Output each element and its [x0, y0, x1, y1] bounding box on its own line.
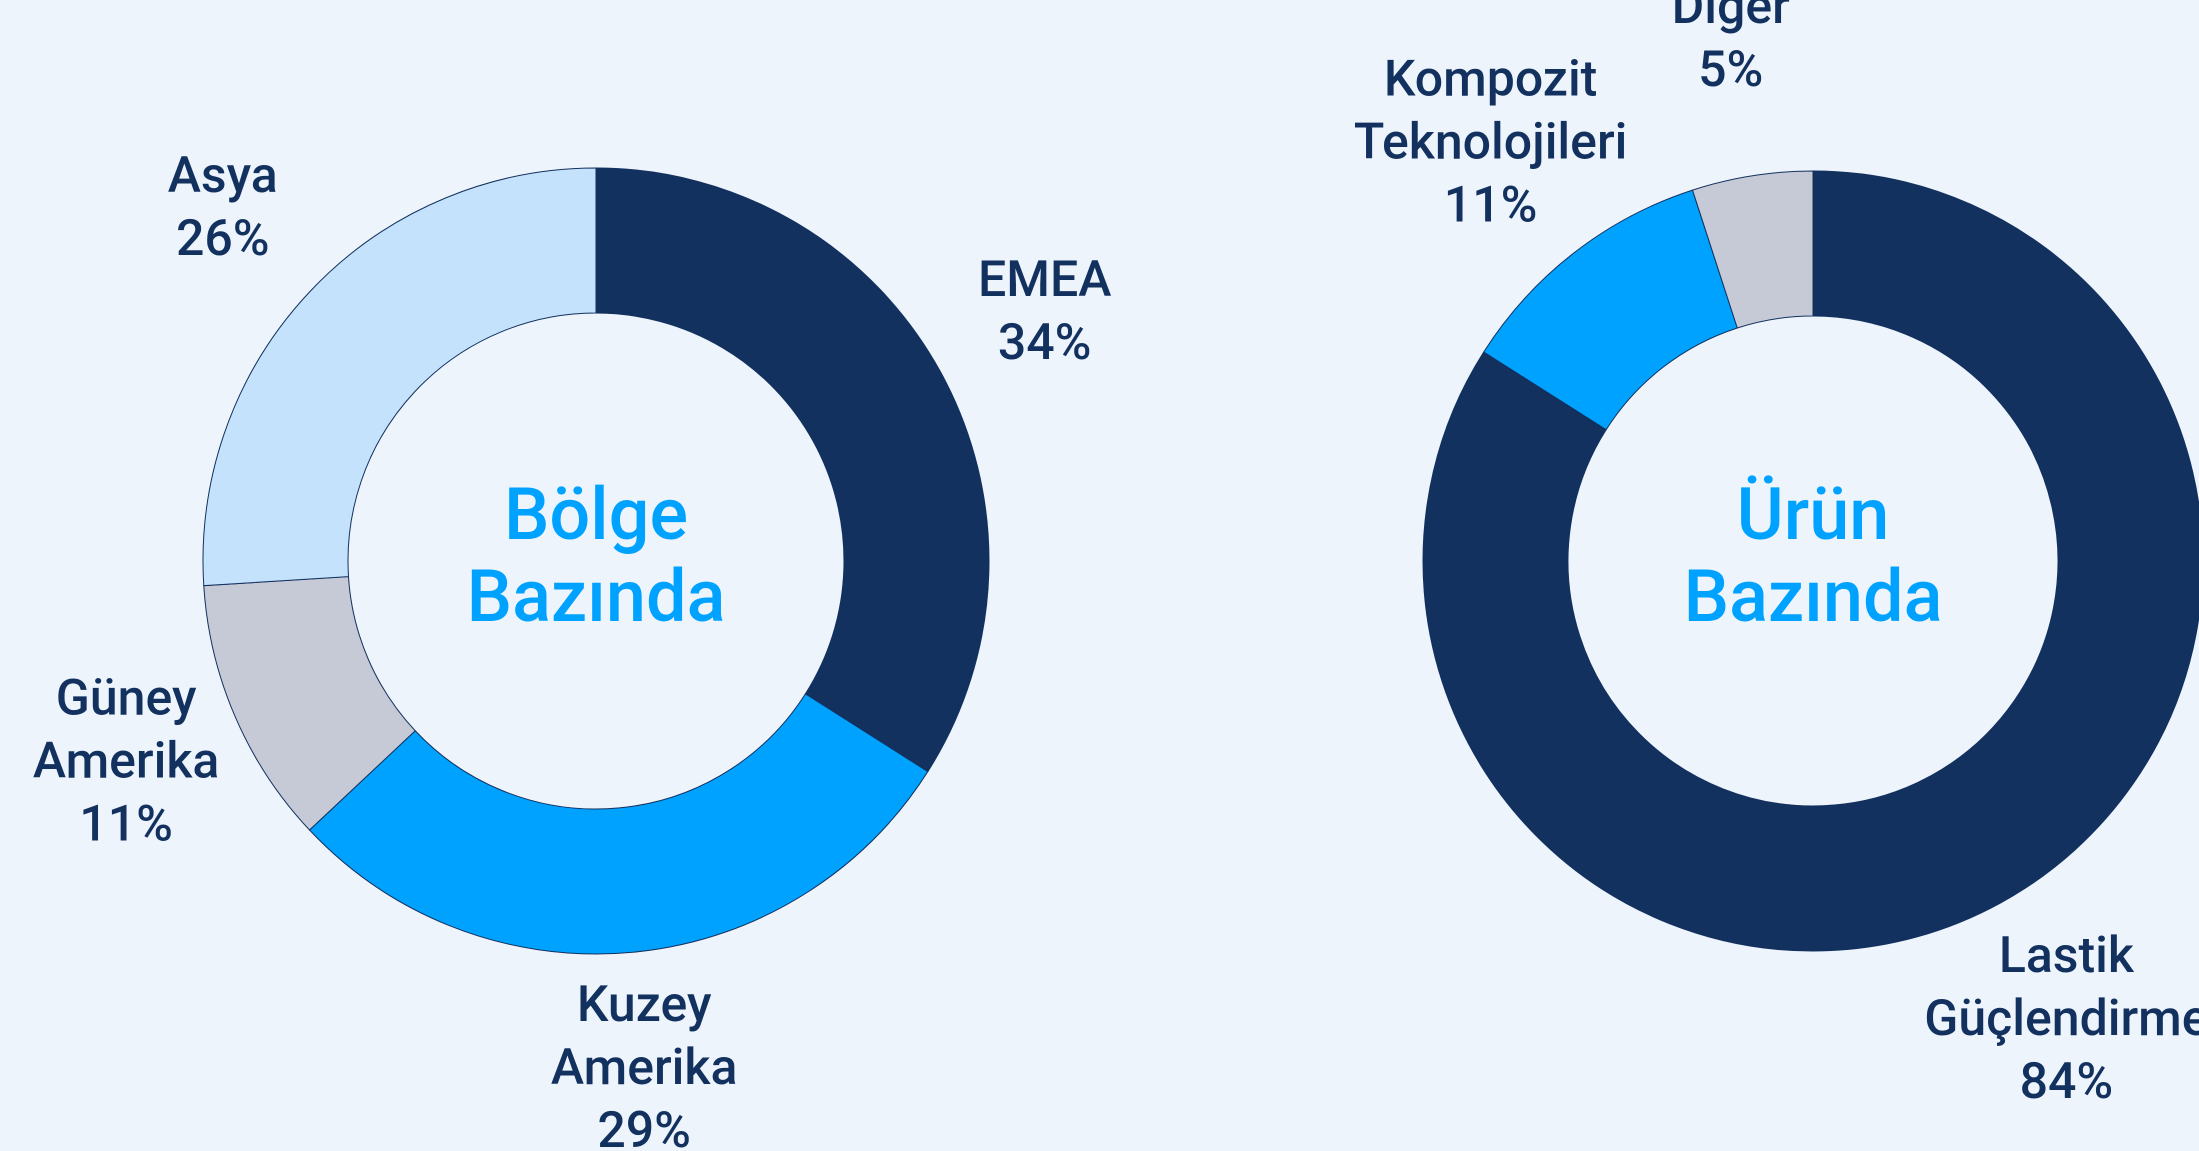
segment-label: Güney Amerika [33, 670, 220, 791]
center-label: Ürün Bazında [1684, 472, 1943, 639]
segment-label-line: Kompozit [1384, 51, 1597, 109]
donut-segment [595, 167, 990, 773]
segment-label: Lastik Güçlendirme [1924, 927, 2199, 1048]
segment-label-line: Güçlendirme [1924, 990, 2199, 1048]
value-label: 84% [2020, 1053, 2114, 1111]
value-label: 29% [597, 1102, 691, 1151]
segment-label: EMEA [978, 251, 1111, 309]
segment-label-line: Diğer [1672, 0, 1791, 36]
donut-segment [1422, 170, 2199, 952]
center-label-line: Bazında [467, 554, 726, 639]
segment-label-line: Lastik [1999, 927, 2135, 985]
value-label: 26% [176, 210, 270, 268]
donut-segment [308, 693, 929, 955]
center-label-line: Ürün [1737, 472, 1890, 557]
segment-label: Diğer [1672, 0, 1791, 36]
center-label: Bölge Bazında [467, 472, 726, 639]
value-label: 11% [1444, 177, 1538, 235]
value-label: 5% [1698, 41, 1763, 99]
segment-label: Kompozit Teknolojileri [1354, 51, 1628, 172]
segment-label-line: Kuzey [577, 976, 712, 1034]
segment-label-line: EMEA [978, 251, 1111, 309]
segment-label-line: Teknolojileri [1354, 114, 1628, 172]
segment-label: Asya [168, 147, 278, 205]
segment-label-line: Amerika [551, 1039, 738, 1097]
center-label-line: Bazında [1684, 554, 1943, 639]
value-label: 11% [79, 796, 173, 854]
segment-label-line: Amerika [33, 733, 220, 791]
donut-segment [1691, 170, 1814, 329]
donut-segment [202, 167, 597, 587]
segment-label-line: Asya [168, 147, 278, 205]
segment-label: Kuzey Amerika [551, 976, 738, 1097]
value-label: 34% [998, 314, 1092, 372]
segment-label-line: Güney [56, 670, 197, 728]
center-label-line: Bölge [504, 472, 688, 557]
